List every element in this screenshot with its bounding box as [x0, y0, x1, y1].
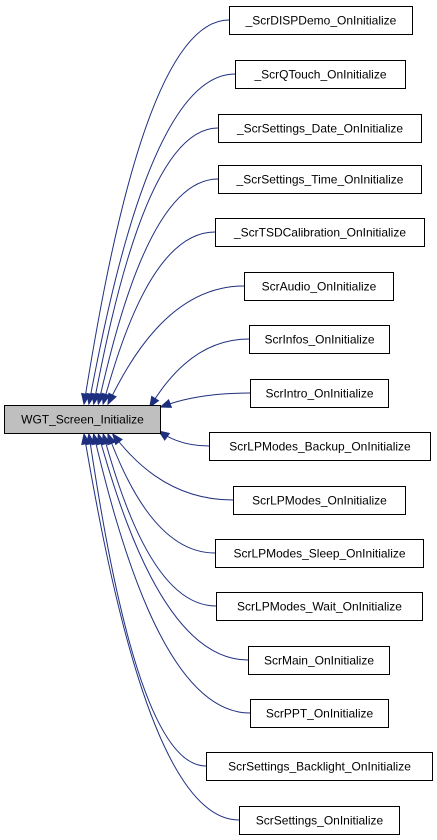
- caller-node-box[interactable]: [215, 218, 425, 247]
- call-edge: [102, 433, 217, 607]
- caller-node-label: ScrInfos_OnInitialize: [264, 333, 374, 347]
- caller-node[interactable]: ScrIntro_OnInitialize: [250, 379, 389, 408]
- caller-node-box[interactable]: [249, 325, 390, 354]
- caller-node-label: _ScrSettings_Time_OnInitialize: [236, 173, 404, 187]
- caller-node-box[interactable]: [218, 165, 422, 194]
- edge-arrowhead: [159, 398, 173, 408]
- caller-node-label: ScrLPModes_OnInitialize: [252, 494, 387, 508]
- caller-node-label: ScrPPT_OnInitialize: [266, 707, 374, 721]
- edges: [80, 19, 251, 821]
- caller-node[interactable]: _ScrQTouch_OnInitialize: [235, 60, 406, 89]
- caller-node[interactable]: ScrLPModes_OnInitialize: [233, 486, 406, 515]
- caller-node-box[interactable]: [209, 432, 431, 461]
- caller-node-label: ScrMain_OnInitialize: [264, 654, 374, 668]
- call-edge: [112, 433, 234, 501]
- caller-node[interactable]: _ScrSettings_Time_OnInitialize: [218, 165, 422, 194]
- caller-node-label: ScrSettings_OnInitialize: [256, 814, 384, 828]
- caller-node-label: ScrSettings_Backlight_OnInitialize: [228, 760, 411, 774]
- caller-node[interactable]: ScrMain_OnInitialize: [248, 646, 390, 675]
- caller-node[interactable]: ScrLPModes_Backup_OnInitialize: [209, 432, 431, 461]
- call-edge: [160, 392, 251, 408]
- edge-arrowhead: [101, 392, 111, 406]
- call-edge: [88, 433, 207, 767]
- call-edge: [102, 231, 216, 405]
- caller-node-label: _ScrQTouch_OnInitialize: [253, 68, 386, 82]
- caller-node-box[interactable]: [215, 539, 424, 568]
- caller-node[interactable]: ScrInfos_OnInitialize: [249, 325, 390, 354]
- caller-node-label: _ScrSettings_Date_OnInitialize: [236, 122, 403, 136]
- caller-node-label: ScrLPModes_Wait_OnInitialize: [237, 600, 402, 614]
- caller-node-label: _ScrDISPDemo_OnInitialize: [245, 14, 397, 28]
- caller-node[interactable]: ScrAudio_OnInitialize: [244, 272, 394, 301]
- caller-node-box[interactable]: [233, 486, 406, 515]
- call-edge: [83, 433, 240, 821]
- nodes: _ScrDISPDemo_OnInitialize _ScrQTouch_OnIn…: [4, 6, 433, 835]
- caller-node-box[interactable]: [248, 646, 390, 675]
- caller-node[interactable]: _ScrSettings_Date_OnInitialize: [218, 114, 422, 143]
- caller-node-box[interactable]: [235, 60, 406, 89]
- caller-node-box[interactable]: [244, 272, 394, 301]
- caller-node-label: _ScrTSDCalibration_OnInitialize: [233, 226, 406, 240]
- caller-node-box[interactable]: [206, 752, 433, 781]
- root-node-label: WGT_Screen_Initialize: [21, 413, 144, 427]
- caller-node-box[interactable]: [218, 114, 422, 143]
- caller-node-box[interactable]: [229, 6, 413, 35]
- call-edge: [97, 178, 219, 405]
- call-edge: [97, 433, 249, 661]
- call-edge: [93, 433, 251, 714]
- caller-node-label: ScrLPModes_Sleep_OnInitialize: [233, 547, 405, 561]
- caller-node[interactable]: _ScrTSDCalibration_OnInitialize: [215, 218, 425, 247]
- caller-node-box[interactable]: [239, 806, 400, 835]
- caller-node-box[interactable]: [216, 592, 423, 621]
- root-node[interactable]: WGT_Screen_Initialize: [4, 405, 161, 434]
- call-edge: [88, 73, 236, 405]
- caller-node-label: ScrAudio_OnInitialize: [262, 280, 377, 294]
- edge-arrowhead: [107, 392, 117, 406]
- caller-node-label: ScrLPModes_Backup_OnInitialize: [229, 440, 411, 454]
- call-edge: [107, 433, 216, 554]
- root-node-box[interactable]: [4, 405, 161, 434]
- caller-node[interactable]: ScrPPT_OnInitialize: [250, 699, 389, 728]
- caller-node[interactable]: ScrLPModes_Wait_OnInitialize: [216, 592, 423, 621]
- caller-node-box[interactable]: [250, 379, 389, 408]
- caller-node[interactable]: ScrSettings_Backlight_OnInitialize: [206, 752, 433, 781]
- call-edge: [93, 127, 219, 405]
- call-edge: [83, 19, 230, 405]
- edge-arrowhead: [81, 432, 91, 446]
- caller-node-label: ScrIntro_OnInitialize: [265, 387, 373, 401]
- edge-arrowhead: [157, 430, 171, 441]
- caller-node[interactable]: ScrSettings_OnInitialize: [239, 806, 400, 835]
- edge-arrowhead: [149, 395, 160, 409]
- call-edge: [107, 285, 245, 405]
- caller-node[interactable]: _ScrDISPDemo_OnInitialize: [229, 6, 413, 35]
- caller-node[interactable]: ScrLPModes_Sleep_OnInitialize: [215, 539, 424, 568]
- caller-node-box[interactable]: [250, 699, 389, 728]
